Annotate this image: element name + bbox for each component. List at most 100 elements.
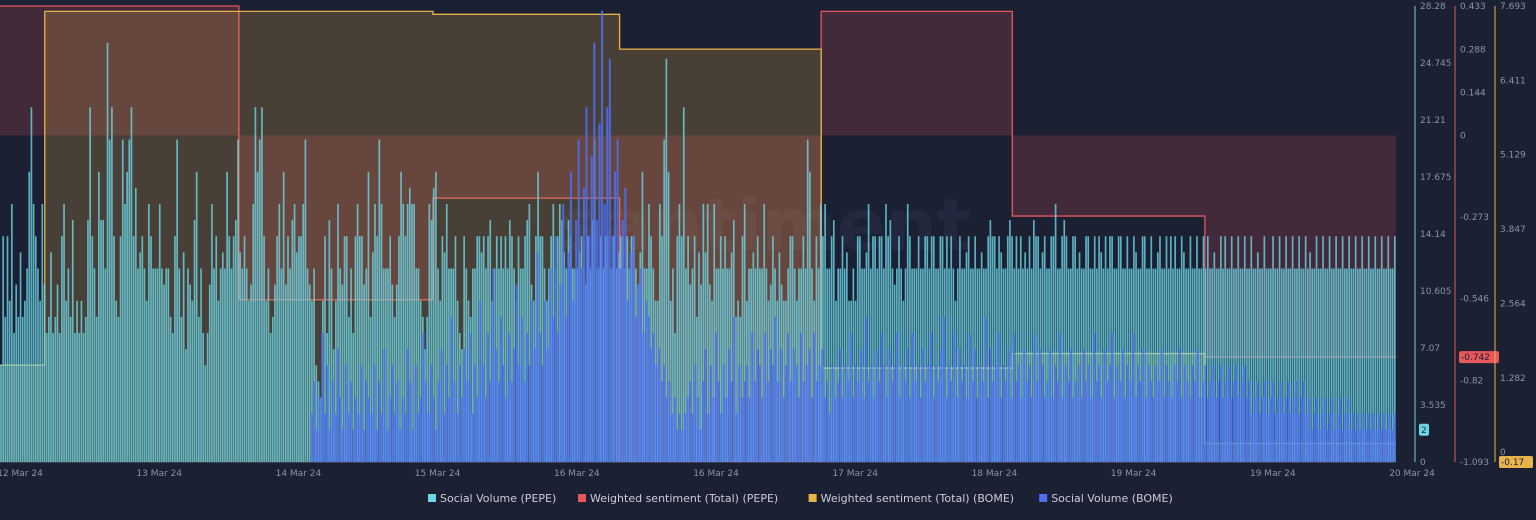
bar bbox=[365, 268, 368, 462]
bar bbox=[1372, 413, 1375, 462]
bar bbox=[802, 236, 805, 462]
x-tick-label: 20 Mar 24 bbox=[1389, 469, 1435, 479]
bar bbox=[143, 268, 146, 462]
bar bbox=[1080, 268, 1083, 462]
bar bbox=[52, 333, 55, 462]
bar bbox=[466, 381, 469, 462]
bar bbox=[955, 397, 958, 462]
bar bbox=[967, 236, 970, 462]
bar bbox=[1020, 397, 1023, 462]
bar bbox=[187, 268, 189, 462]
bar bbox=[481, 365, 484, 462]
bar bbox=[152, 268, 155, 462]
y-tick-label: 5.129 bbox=[1500, 151, 1526, 161]
bar bbox=[870, 365, 873, 462]
bar bbox=[489, 220, 492, 462]
bar bbox=[889, 220, 892, 462]
bar bbox=[1168, 381, 1171, 462]
bar bbox=[917, 236, 920, 462]
bar bbox=[1361, 236, 1364, 462]
bar bbox=[663, 139, 666, 462]
bar bbox=[1258, 413, 1261, 462]
bar bbox=[311, 300, 313, 462]
bar bbox=[219, 268, 222, 462]
bar bbox=[686, 397, 689, 462]
bar bbox=[211, 204, 213, 462]
bar bbox=[1036, 381, 1039, 462]
bar bbox=[494, 349, 497, 462]
bar bbox=[1225, 381, 1228, 462]
bar bbox=[901, 365, 904, 462]
bar bbox=[1183, 252, 1185, 462]
bar bbox=[1367, 413, 1370, 462]
bar bbox=[95, 316, 98, 462]
bar bbox=[468, 333, 472, 462]
bar bbox=[865, 316, 868, 462]
bar bbox=[966, 397, 969, 462]
bar bbox=[898, 397, 901, 462]
bar bbox=[19, 252, 22, 462]
current-value-label: -0.742 bbox=[1461, 353, 1490, 363]
bar bbox=[844, 365, 847, 462]
bar bbox=[533, 349, 536, 462]
bar bbox=[741, 236, 744, 462]
bar bbox=[1165, 365, 1168, 462]
bar bbox=[806, 139, 809, 462]
bar bbox=[1359, 268, 1361, 462]
bar bbox=[1030, 397, 1034, 462]
bar bbox=[1043, 236, 1046, 462]
bar bbox=[1311, 268, 1314, 462]
bar bbox=[339, 397, 342, 462]
bar bbox=[556, 333, 560, 462]
bar bbox=[371, 252, 374, 462]
bar bbox=[1007, 349, 1010, 462]
bar bbox=[667, 171, 670, 462]
bar bbox=[748, 268, 750, 462]
bar bbox=[302, 204, 305, 462]
bar bbox=[1189, 236, 1192, 462]
bar bbox=[50, 252, 52, 462]
bar bbox=[510, 381, 513, 462]
bar bbox=[676, 236, 679, 462]
bar bbox=[1359, 429, 1362, 462]
bar bbox=[358, 236, 361, 462]
bar bbox=[329, 429, 332, 462]
bar bbox=[452, 268, 455, 462]
bar bbox=[124, 204, 126, 462]
bar bbox=[357, 413, 360, 462]
bar bbox=[965, 252, 968, 462]
bar bbox=[182, 252, 185, 462]
bar bbox=[637, 284, 640, 462]
bar bbox=[474, 365, 477, 462]
bar bbox=[1387, 236, 1390, 462]
y-tick-label: 3.535 bbox=[1420, 401, 1446, 411]
bar bbox=[1370, 268, 1372, 462]
bar bbox=[963, 365, 966, 462]
bar bbox=[448, 397, 451, 462]
bar bbox=[1098, 365, 1101, 462]
bar bbox=[1209, 268, 1211, 462]
bar bbox=[980, 252, 983, 462]
bar bbox=[1350, 268, 1353, 462]
bar bbox=[517, 236, 520, 462]
bar bbox=[1100, 252, 1103, 462]
bar bbox=[730, 381, 733, 462]
bar bbox=[699, 429, 702, 462]
bar bbox=[693, 236, 696, 462]
bar bbox=[344, 365, 347, 462]
bar bbox=[987, 236, 990, 462]
bar bbox=[479, 300, 482, 462]
bar bbox=[852, 397, 855, 462]
bar bbox=[505, 397, 508, 462]
bar bbox=[554, 236, 557, 462]
bar bbox=[1365, 268, 1368, 462]
bar bbox=[1297, 413, 1300, 462]
bar bbox=[538, 333, 541, 462]
bar bbox=[413, 204, 415, 462]
bar bbox=[455, 413, 459, 462]
current-value-label: -0.17 bbox=[1501, 458, 1524, 468]
bar bbox=[1393, 236, 1396, 462]
bar bbox=[915, 268, 918, 462]
bar bbox=[1213, 252, 1216, 462]
bar bbox=[432, 397, 435, 462]
